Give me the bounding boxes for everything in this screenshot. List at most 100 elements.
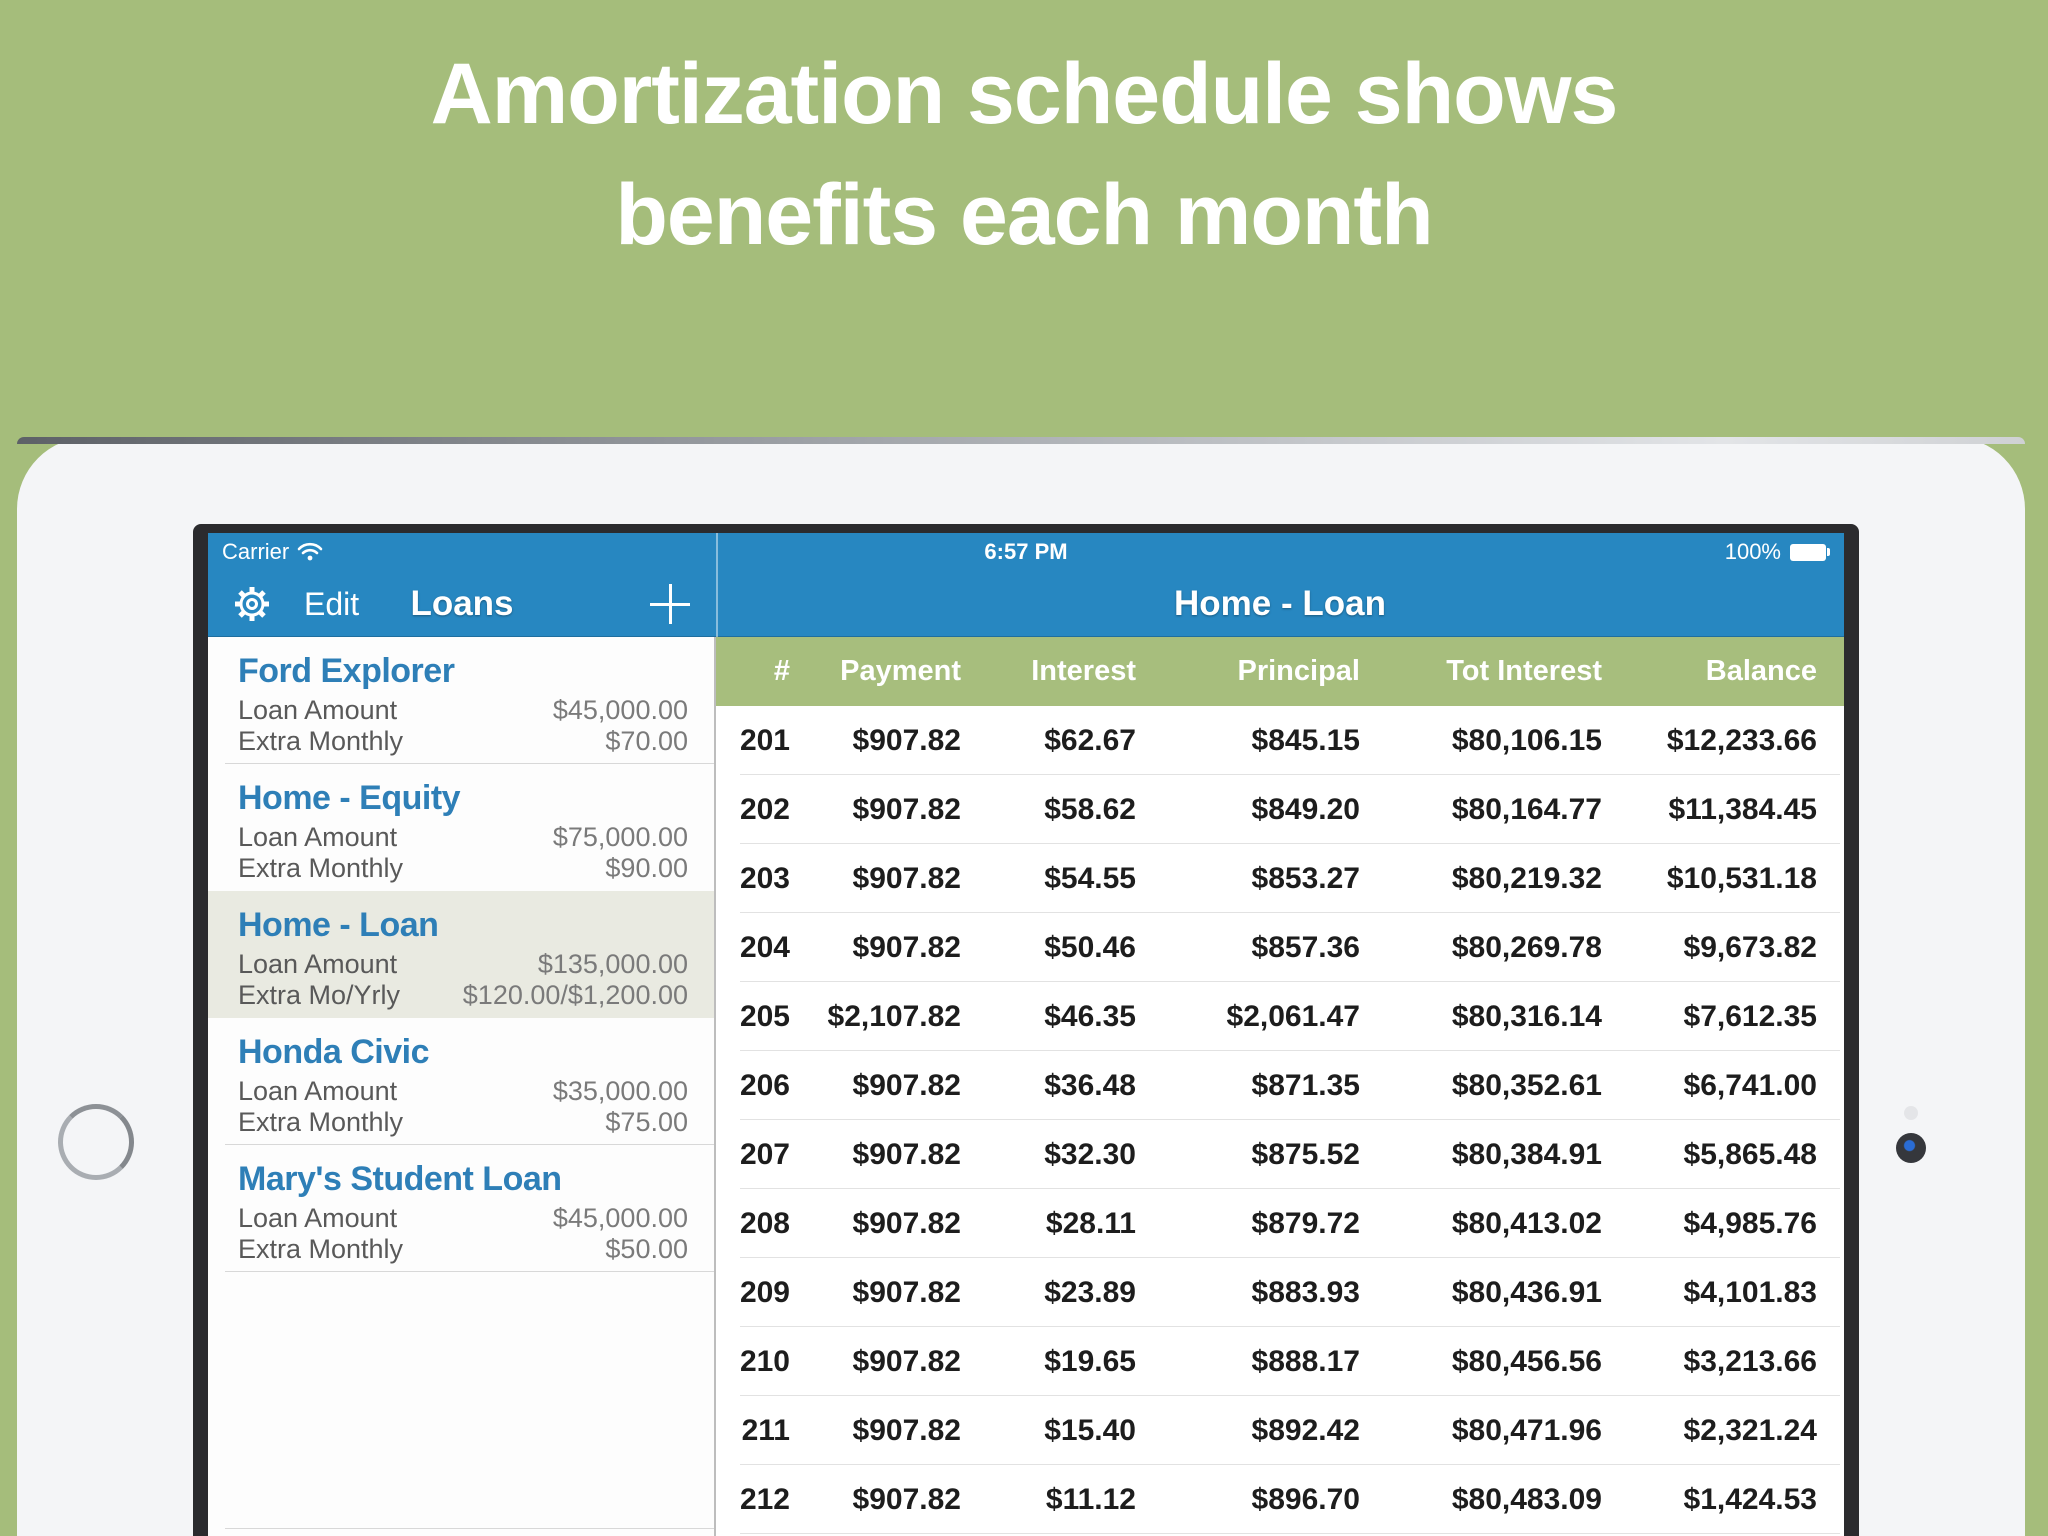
loan-detail-row: Extra Monthly $50.00: [238, 1234, 688, 1265]
page-title-line1: Amortization schedule shows: [430, 46, 1619, 142]
table-cell: $857.36: [1251, 930, 1360, 964]
payment-number: 211: [741, 1413, 790, 1447]
settings-button[interactable]: [232, 584, 272, 624]
table-cell: $5,865.48: [1683, 1137, 1817, 1171]
table-cell: $54.55: [1044, 861, 1136, 895]
light-sensor: [1904, 1106, 1918, 1120]
sidebar-title: Loans: [410, 584, 514, 623]
battery-group: 100%: [1725, 539, 1830, 565]
table-cell: $871.35: [1251, 1068, 1360, 1102]
table-row: 203 $907.82 $54.55 $853.27 $80,219.32 $10,531…: [716, 844, 1844, 913]
battery-nub: [1827, 548, 1830, 556]
table-cell: $907.82: [852, 792, 961, 826]
payment-number: 209: [739, 1275, 790, 1309]
table-cell: $15.40: [1044, 1413, 1136, 1447]
plus-icon: [650, 584, 690, 624]
loan-name: Mary's Student Loan: [238, 1160, 562, 1198]
loan-detail-row: Extra Monthly $75.00: [238, 1107, 688, 1138]
column-header: Payment: [840, 655, 961, 687]
battery-body: [1790, 543, 1826, 561]
carrier-group: Carrier: [222, 539, 323, 565]
table-cell: $46.35: [1044, 999, 1136, 1033]
home-button[interactable]: [58, 1104, 134, 1180]
battery-percent: 100%: [1724, 539, 1781, 564]
main-area: Ford Explorer Loan Amount $45,000.00 Extra …: [208, 637, 1844, 1536]
table-row: 209 $907.82 $23.89 $883.93 $80,436.91 $4,101.…: [716, 1258, 1844, 1327]
loan-field-label: Extra Mo/Yrly: [238, 980, 401, 1010]
status-bar: Carrier 6:57 PM 100%: [208, 533, 1844, 571]
table-cell: $80,316.14: [1451, 999, 1602, 1033]
loan-detail-row: Extra Monthly $70.00: [238, 726, 688, 757]
column-header: #: [773, 655, 790, 687]
sidebar-nav: Edit Loans: [208, 571, 716, 637]
detail-nav: Home - Loan: [716, 571, 1844, 637]
loan-field-value: $35,000.00: [552, 1076, 688, 1106]
loan-field-label: Extra Monthly: [238, 726, 404, 756]
table-cell: $849.20: [1251, 792, 1360, 826]
loan-field-label: Loan Amount: [238, 949, 398, 979]
table-cell: $80,269.78: [1451, 930, 1602, 964]
loan-field-value: $120.00/$1,200.00: [462, 980, 688, 1010]
table-cell: $11.12: [1045, 1482, 1136, 1516]
loan-name: Home - Equity: [238, 779, 461, 817]
table-cell: $907.82: [852, 1206, 961, 1240]
loan-item[interactable]: Honda Civic Loan Amount $35,000.00 Extra Mo…: [208, 1018, 714, 1145]
payment-number: 206: [739, 1068, 790, 1102]
detail-title: Home - Loan: [1174, 584, 1386, 623]
table-cell: $36.48: [1044, 1068, 1136, 1102]
pane-divider: [716, 533, 718, 637]
loan-field-value: $90.00: [605, 853, 688, 883]
table-cell: $2,321.24: [1683, 1413, 1817, 1447]
payment-number: 202: [739, 792, 790, 826]
table-row: 205 $2,107.82 $46.35 $2,061.47 $80,316.14 $7,…: [716, 982, 1844, 1051]
table-cell: $4,985.76: [1683, 1206, 1817, 1240]
loan-item[interactable]: Ford Explorer Loan Amount $45,000.00 Extra …: [208, 637, 714, 764]
table-cell: $875.52: [1251, 1137, 1360, 1171]
loan-item[interactable]: Mary's Student Loan Loan Amount $45,000.00…: [208, 1145, 714, 1272]
payment-number: 207: [739, 1137, 790, 1171]
page-title-line2: benefits each month: [615, 167, 1433, 263]
table-cell: $80,164.77: [1451, 792, 1602, 826]
table-row: 204 $907.82 $50.46 $857.36 $80,269.78 $9,673.…: [716, 913, 1844, 982]
table-cell: $80,456.56: [1451, 1344, 1602, 1378]
loan-field-label: Extra Monthly: [238, 1107, 404, 1137]
table-cell: $907.82: [852, 861, 961, 895]
top-bars: Carrier 6:57 PM 100%: [208, 533, 1844, 637]
loan-field-value: $135,000.00: [537, 949, 688, 979]
loan-field-label: Extra Monthly: [238, 1234, 404, 1264]
column-header: Balance: [1705, 655, 1817, 687]
amortization-panel[interactable]: # Payment Interest Principal Tot Interest Bal…: [716, 637, 1844, 1536]
table-row: 206 $907.82 $36.48 $871.35 $80,352.61 $6,741.…: [716, 1051, 1844, 1120]
battery-icon: [1790, 543, 1830, 561]
table-cell: $12,233.66: [1666, 723, 1817, 757]
loan-field-value: $45,000.00: [552, 695, 688, 725]
table-cell: $892.42: [1251, 1413, 1360, 1447]
add-loan-button[interactable]: [650, 584, 690, 624]
loan-item[interactable]: Home - Equity Loan Amount $75,000.00 Extra …: [208, 764, 714, 891]
payment-number: 204: [739, 930, 790, 964]
table-cell: $9,673.82: [1683, 930, 1817, 964]
loan-detail-row: Extra Mo/Yrly $120.00/$1,200.00: [238, 980, 688, 1011]
table-cell: $1,424.53: [1683, 1482, 1817, 1516]
table-cell: $907.82: [852, 1137, 961, 1171]
table-cell: $907.82: [852, 1068, 961, 1102]
loan-field-value: $75,000.00: [552, 822, 688, 852]
table-cell: $23.89: [1044, 1275, 1136, 1309]
gear-icon: [235, 587, 269, 621]
table-cell: $80,352.61: [1451, 1068, 1602, 1102]
loan-name: Honda Civic: [238, 1033, 429, 1071]
loan-detail-row: Loan Amount $45,000.00: [238, 1203, 688, 1234]
loan-name: Ford Explorer: [238, 652, 455, 690]
loan-list-panel[interactable]: Ford Explorer Loan Amount $45,000.00 Extra …: [208, 637, 716, 1536]
table-cell: $80,436.91: [1451, 1275, 1602, 1309]
table-cell: $11,384.45: [1668, 792, 1818, 826]
edit-button[interactable]: Edit: [304, 585, 360, 622]
column-header: Interest: [1031, 655, 1136, 687]
table-cell: $80,384.91: [1451, 1137, 1602, 1171]
table-cell: $80,106.15: [1451, 723, 1602, 757]
table-cell: $19.65: [1044, 1344, 1136, 1378]
loan-item[interactable]: Home - Loan Loan Amount $135,000.00 Extra M…: [208, 891, 714, 1018]
table-cell: $3,213.66: [1683, 1344, 1817, 1378]
loan-field-label: Loan Amount: [238, 822, 398, 852]
